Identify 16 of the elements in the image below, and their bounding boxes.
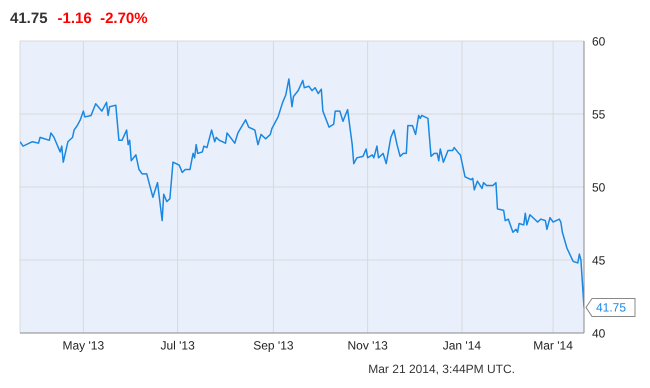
y-tick-label: 60: [592, 34, 606, 48]
chart-subtitle: -1.16 -2.70%: [58, 10, 148, 27]
y-tick-label: 55: [592, 107, 606, 122]
y-tick-label: 50: [592, 180, 606, 194]
x-tick-label: Jan '14: [442, 338, 482, 353]
line-series: [20, 78, 584, 308]
data-label: 41.75: [596, 300, 626, 314]
x-tick-label: Jul '13: [160, 338, 196, 353]
x-tick-label: Sep '13: [253, 338, 294, 353]
text: Mar 21 2014, 3:44PM UTC.: [368, 362, 515, 376]
y-tick-label: 45: [592, 253, 606, 268]
x-tick-label: May '13: [62, 338, 104, 353]
y-tick-label: 40: [592, 326, 606, 340]
x-tick-label: Mar '14: [533, 338, 574, 353]
chart-title: 41.75: [10, 10, 48, 27]
x-tick-label: Nov '13: [348, 338, 388, 353]
